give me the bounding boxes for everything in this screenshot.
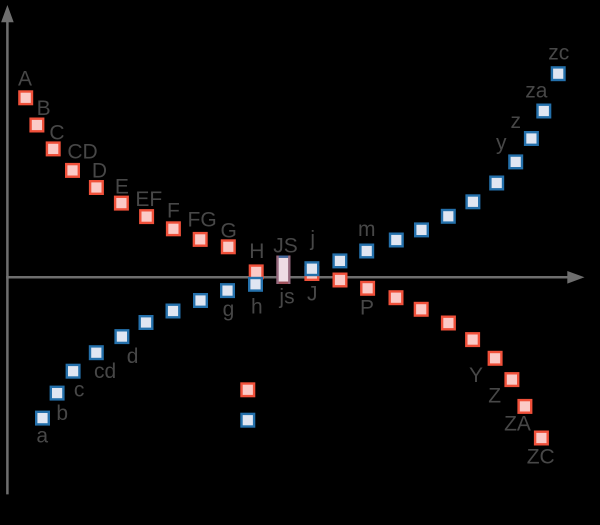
svg-text:b: b xyxy=(56,402,68,425)
svg-text:A: A xyxy=(18,68,32,91)
svg-text:j: j xyxy=(309,228,315,251)
svg-text:D: D xyxy=(92,160,107,183)
svg-text:CD: CD xyxy=(67,140,97,163)
svg-text:c: c xyxy=(74,378,85,401)
svg-text:G: G xyxy=(220,220,236,243)
svg-text:z: z xyxy=(511,110,522,133)
svg-text:cd: cd xyxy=(94,360,116,383)
svg-text:C: C xyxy=(49,121,64,144)
svg-text:J: J xyxy=(307,282,318,305)
svg-text:FG: FG xyxy=(188,209,217,232)
svg-text:EF: EF xyxy=(135,188,162,211)
svg-text:E: E xyxy=(115,175,129,198)
svg-text:Z: Z xyxy=(488,385,501,408)
svg-text:F: F xyxy=(167,199,180,222)
svg-text:za: za xyxy=(525,79,548,102)
svg-text:P: P xyxy=(360,297,374,320)
svg-text:g: g xyxy=(223,298,235,321)
svg-text:js: js xyxy=(278,286,294,309)
svg-text:B: B xyxy=(37,97,51,120)
svg-text:h: h xyxy=(251,296,263,319)
svg-text:d: d xyxy=(127,345,139,368)
svg-text:Y: Y xyxy=(469,364,483,387)
svg-text:zc: zc xyxy=(548,42,569,65)
svg-text:m: m xyxy=(358,218,376,241)
svg-text:a: a xyxy=(36,425,48,448)
svg-text:H: H xyxy=(249,240,264,263)
svg-text:ZC: ZC xyxy=(527,446,555,469)
svg-text:y: y xyxy=(496,131,507,154)
svg-text:ZA: ZA xyxy=(504,413,531,436)
svg-text:JS: JS xyxy=(273,234,298,257)
